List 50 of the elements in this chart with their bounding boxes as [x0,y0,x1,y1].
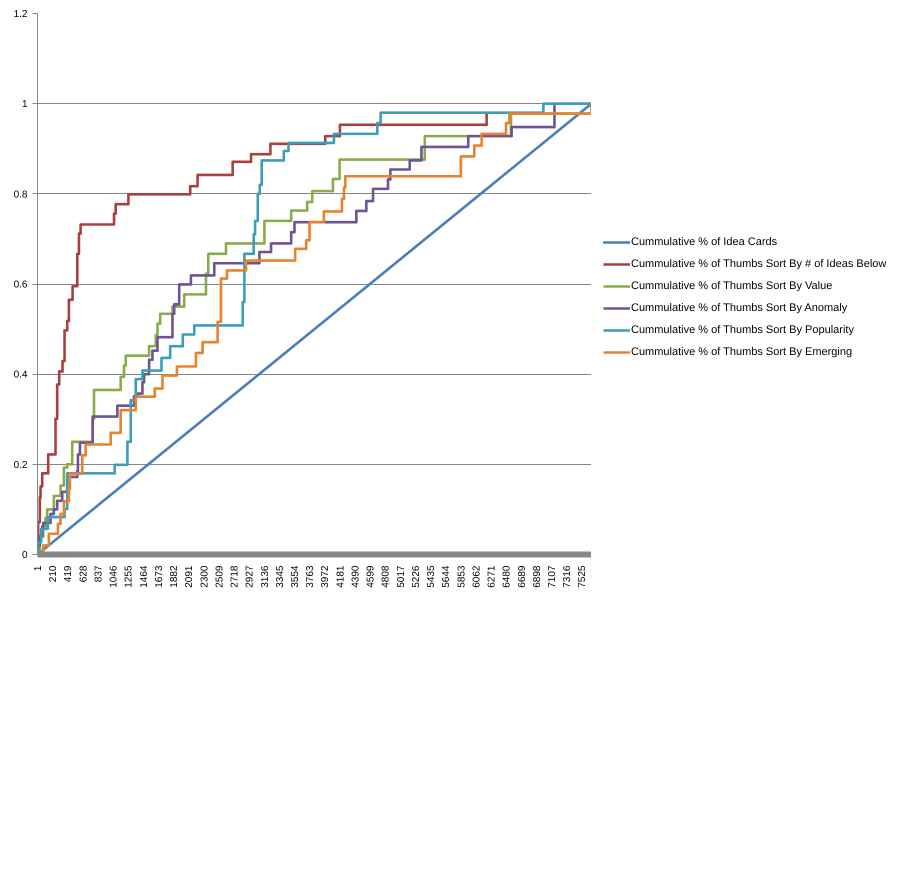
x-tick-label: 6271 [486,565,498,588]
x-tick-label: 2509 [214,565,226,588]
x-tick-label: 7316 [562,565,574,588]
x-tick-label: 628 [78,565,90,582]
x-tick-label: 4181 [335,565,346,588]
x-tick-label: 2927 [244,565,256,588]
x-tick-label: 2718 [230,565,241,588]
x-tick-label: 3136 [260,565,271,588]
x-tick-label: 7107 [547,565,558,588]
x-tick-label: 837 [93,565,104,582]
x-tick-label: 5226 [410,565,422,588]
y-tick-label: 0.8 [14,189,28,200]
legend-label: Cummulative % of Thumbs Sort By Popularity [631,324,854,336]
x-tick-label: 1255 [124,565,135,588]
y-tick-label: 0.2 [14,460,28,471]
y-tick-label: 0 [22,550,28,561]
x-tick-label: 3345 [274,565,286,588]
x-tick-label: 4808 [380,565,392,588]
x-tick-label: 5644 [441,565,452,588]
x-tick-label: 7525 [577,565,588,588]
x-tick-label: 2091 [184,565,196,588]
legend-label: Cummulative % of Thumbs Sort By Value [631,280,832,292]
x-tick-label: 2300 [199,565,210,588]
x-tick-label: 3763 [305,565,316,588]
legend-label: Cummulative % of Thumbs Sort By Anomaly [631,302,848,314]
x-tick-label: 5017 [396,565,407,588]
x-tick-label: 4599 [366,565,377,588]
legend-label: Cummulative % of Idea Cards [631,236,778,248]
x-tick-label: 419 [63,565,74,582]
x-tick-label: 3554 [290,565,301,588]
x-tick-label: 6480 [502,565,513,588]
legend-label: Cummulative % of Thumbs Sort By # of Ideas Below [631,258,886,270]
x-tick-label: 6898 [532,565,543,588]
x-tick-label: 6062 [471,565,482,588]
y-tick-label: 1.2 [14,9,28,20]
x-tick-label: 1046 [108,565,120,588]
x-tick-label: 210 [48,565,60,582]
x-tick-label: 5435 [426,565,438,588]
x-tick-label: 1673 [154,565,165,588]
legend-label: Cummulative % of Thumbs Sort By Emerging [631,346,852,358]
x-tick-label: 3972 [320,565,332,588]
x-tick-label: 1464 [138,565,150,588]
x-tick-label: 6689 [516,565,528,588]
x-tick-label: 5853 [456,565,468,588]
x-tick-label: 1882 [169,565,180,588]
x-tick-label: 1 [33,565,44,572]
y-tick-label: 1 [22,99,28,110]
y-tick-label: 0.4 [14,370,28,381]
y-tick-label: 0.6 [14,280,28,290]
x-tick-label: 4390 [350,565,362,588]
